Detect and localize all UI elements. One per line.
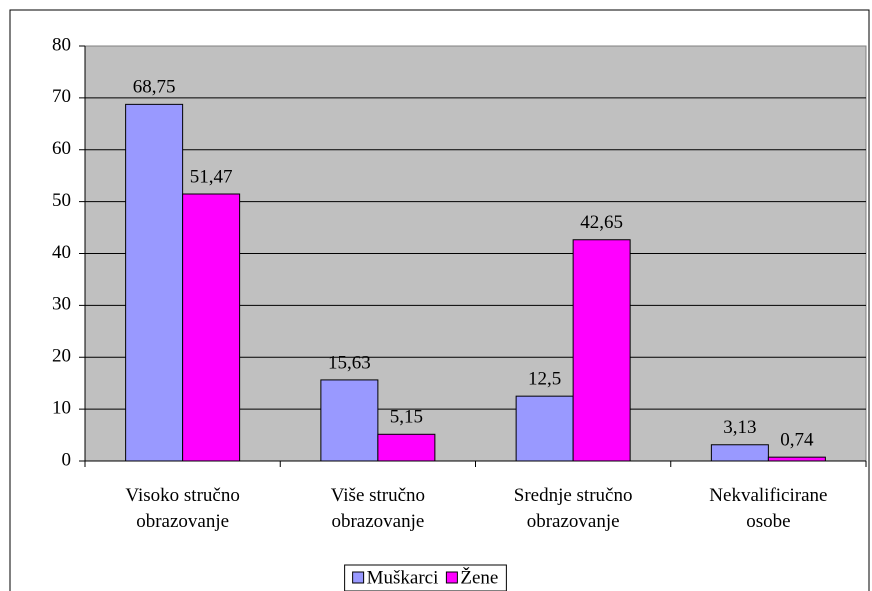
y-tick-label: 30 (52, 294, 71, 315)
y-tick-label: 10 (52, 397, 71, 418)
data-label: 51,47 (190, 166, 233, 187)
data-label: 68,75 (133, 77, 176, 98)
x-tick-label: Više stručno obrazovanje (331, 485, 425, 532)
legend: Muškarci Žene (344, 564, 507, 591)
legend-swatch (352, 571, 365, 584)
y-tick-label: 70 (52, 86, 71, 107)
y-tick-label: 80 (52, 34, 71, 55)
bar (377, 433, 436, 462)
y-tick-label: 60 (52, 138, 71, 159)
legend-box (344, 564, 507, 591)
y-tick-label: 40 (52, 242, 71, 263)
data-label: 12,5 (528, 369, 561, 390)
x-tick-label: Nekvalificirane osobe (709, 485, 827, 532)
data-label: 3,13 (723, 417, 756, 438)
y-tick-label: 50 (52, 190, 71, 211)
y-tick-label: 0 (62, 449, 72, 470)
data-label: 5,15 (390, 407, 423, 428)
legend-swatch (445, 571, 458, 584)
data-label: 15,63 (328, 352, 371, 373)
x-tick-label: Visoko stručno obrazovanje (125, 485, 239, 532)
legend-label: Žene (460, 566, 498, 588)
bar (767, 456, 826, 462)
x-tick-label: Srednje stručno obrazovanje (514, 485, 633, 532)
bar (710, 444, 769, 462)
bar (182, 193, 241, 462)
bar (320, 379, 379, 462)
bar (125, 103, 184, 462)
y-tick-label: 20 (52, 346, 71, 367)
bar (515, 395, 574, 462)
data-label: 0,74 (780, 430, 814, 451)
legend-label: Muškarci (367, 567, 439, 588)
data-label: 42,65 (580, 212, 623, 233)
bar (572, 239, 631, 462)
